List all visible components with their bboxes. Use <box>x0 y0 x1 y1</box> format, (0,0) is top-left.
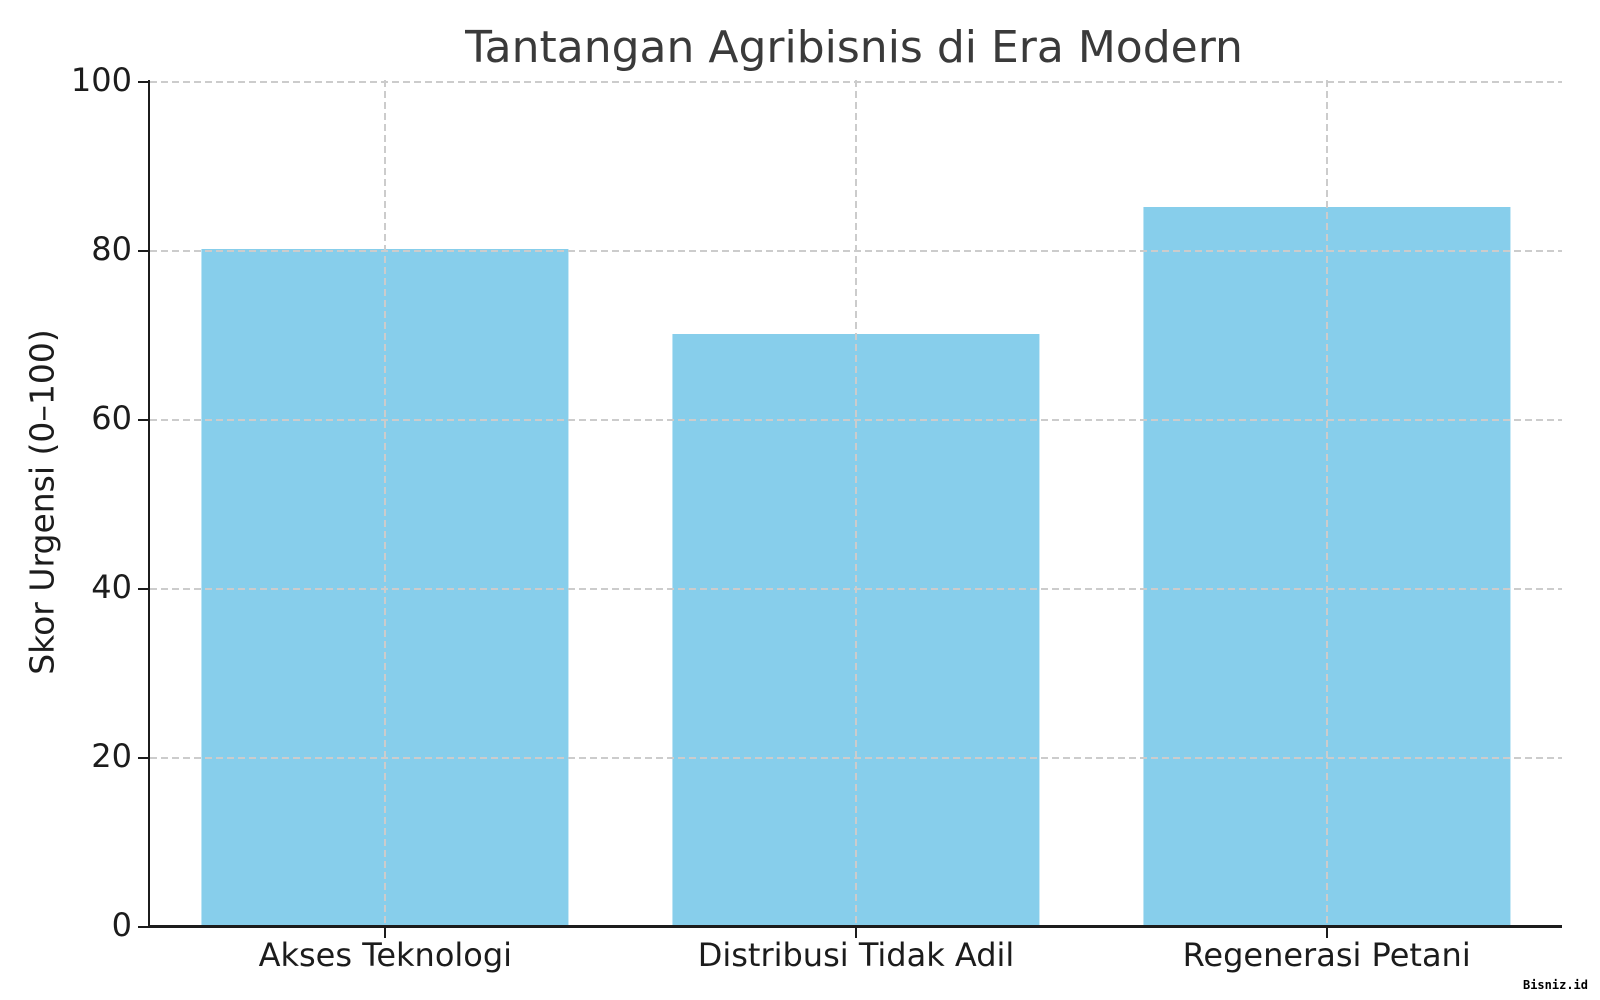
chart-title: Tantangan Agribisnis di Era Modern <box>465 22 1243 73</box>
x-tick <box>1325 928 1328 938</box>
y-gridline <box>150 81 1562 83</box>
x-tick-label: Akses Teknologi <box>258 936 513 974</box>
x-gridline <box>384 80 387 925</box>
y-tick-label: 0 <box>111 906 132 944</box>
plot-area: Akses Teknologi Distribusi Tidak Adil Rege… <box>71 64 1562 971</box>
y-tick-label: 100 <box>70 61 132 99</box>
x-tick-label: Regenerasi Petani <box>1182 936 1471 974</box>
y-tick-label: 20 <box>91 737 132 775</box>
y-tick-label: 60 <box>91 399 132 437</box>
y-axis-label-text: Skor Urgensi (0–100) <box>22 329 62 675</box>
y-tick <box>138 926 148 928</box>
y-gridline <box>150 250 1562 252</box>
x-tick-label: Distribusi Tidak Adil <box>697 936 1015 974</box>
y-tick-label: 80 <box>91 230 132 268</box>
watermark: Bisniz.id <box>1522 978 1588 992</box>
y-tick <box>138 250 148 252</box>
y-tick <box>138 757 148 759</box>
x-tick <box>855 928 857 938</box>
y-tick <box>138 419 148 421</box>
x-gridline <box>1325 80 1328 925</box>
x-tick <box>384 928 387 938</box>
y-gridline <box>150 419 1562 421</box>
y-tick-label: 40 <box>91 568 132 606</box>
y-tick <box>138 588 148 590</box>
x-gridline <box>855 80 857 925</box>
y-gridline <box>150 588 1562 590</box>
y-gridline <box>150 757 1562 759</box>
y-tick <box>138 81 148 83</box>
